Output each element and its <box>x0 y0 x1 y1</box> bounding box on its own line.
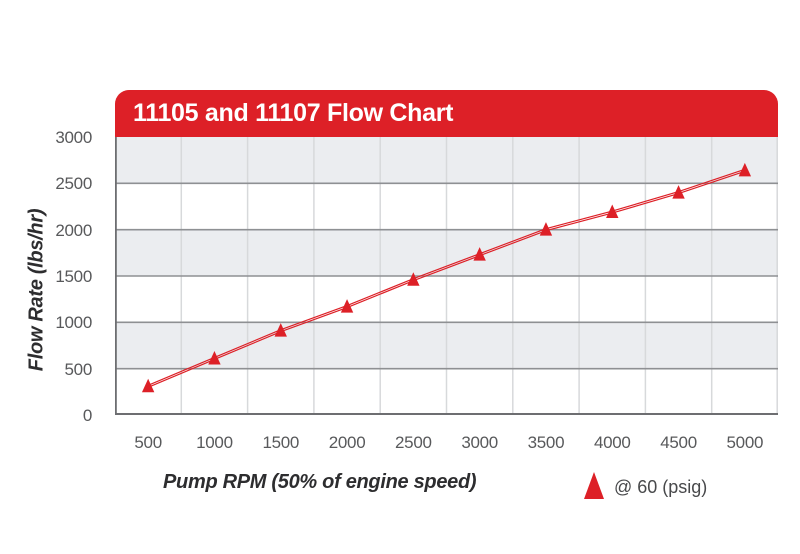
x-tick-label: 2500 <box>395 433 432 452</box>
y-tick-label: 2500 <box>55 174 92 194</box>
plot-area <box>115 137 778 415</box>
x-tick-label: 4000 <box>593 433 631 452</box>
x-tick-label: 4500 <box>660 433 697 452</box>
x-axis-title: Pump RPM (50% of engine speed) <box>163 471 477 493</box>
data-point-marker <box>340 299 354 313</box>
data-point-marker <box>473 247 486 261</box>
data-point-marker <box>738 162 752 177</box>
y-tick-label: 3000 <box>55 128 92 147</box>
data-point-marker <box>208 350 221 365</box>
data-point-marker <box>141 378 155 393</box>
y-tick-label: 1500 <box>55 267 92 286</box>
legend: @ 60 (psig) <box>584 472 707 499</box>
chart-title-banner: 11105 and 11107 Flow Chart <box>115 90 778 137</box>
x-tick-label: 500 <box>134 433 162 452</box>
data-point-marker <box>274 323 287 337</box>
data-point-marker <box>539 222 553 236</box>
y-axis-title: Flow Rate (lbs/hr) <box>25 208 48 372</box>
x-tick-label: 3500 <box>527 433 565 452</box>
chart-title: 11105 and 11107 Flow Chart <box>133 99 454 127</box>
y-tick-label: 2000 <box>55 220 92 240</box>
x-tick-label: 2000 <box>328 433 366 452</box>
x-tick-label: 1500 <box>262 433 300 452</box>
y-tick-label: 1000 <box>55 313 92 333</box>
series-line <box>147 168 746 386</box>
x-tick-label: 1000 <box>196 433 233 452</box>
legend-marker-triangle-icon <box>584 472 604 499</box>
legend-label: @ 60 (psig) <box>614 477 708 497</box>
y-tick-label: 0 <box>82 406 92 425</box>
x-tick-label: 3000 <box>461 433 498 452</box>
y-tick-label: 500 <box>64 359 93 379</box>
data-point-marker <box>407 272 420 286</box>
series-line <box>147 170 746 388</box>
x-tick-label: 5000 <box>726 433 764 452</box>
data-point-marker <box>672 185 685 199</box>
data-point-marker <box>606 204 619 219</box>
